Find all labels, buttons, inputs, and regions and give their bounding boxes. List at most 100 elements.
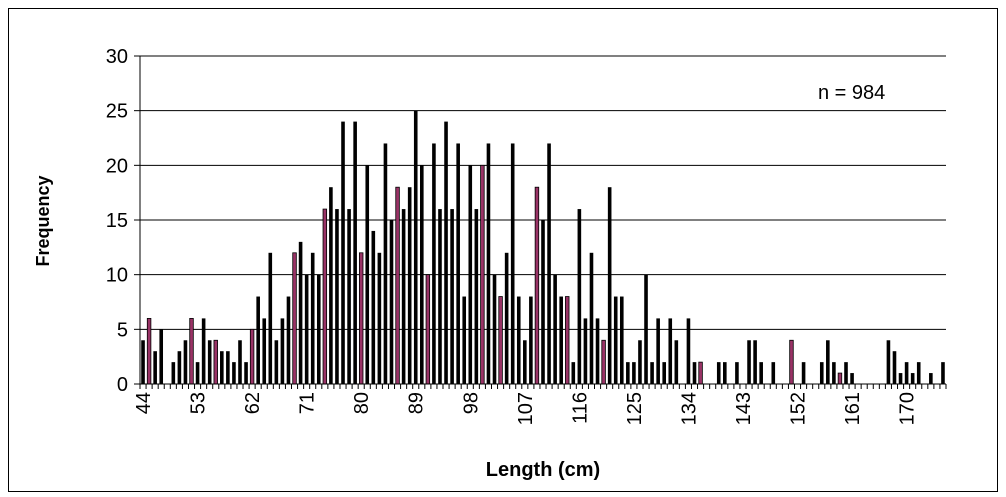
- bar: [716, 362, 721, 384]
- bar: [438, 209, 442, 384]
- bar: [389, 220, 394, 384]
- bar-highlight: [249, 328, 255, 385]
- bar: [468, 165, 473, 384]
- bar: [171, 362, 176, 384]
- bar: [529, 296, 533, 384]
- bar: [553, 274, 557, 384]
- bar: [341, 121, 345, 384]
- bar: [559, 296, 563, 384]
- x-tick-label: 71: [297, 392, 319, 414]
- bar: [304, 274, 309, 384]
- y-axis-label: Frequency: [33, 175, 53, 266]
- bar: [419, 165, 424, 384]
- bar: [747, 340, 751, 384]
- bar-highlight: [425, 274, 431, 385]
- bar: [771, 362, 776, 384]
- bar: [238, 340, 242, 384]
- bar: [910, 373, 915, 384]
- bar: [735, 362, 739, 384]
- bar: [377, 252, 382, 384]
- bar-highlight: [601, 339, 606, 385]
- bar-highlight: [789, 339, 794, 385]
- bar: [656, 318, 660, 384]
- bar: [207, 340, 212, 384]
- bar: [407, 187, 412, 384]
- bar: [668, 318, 673, 384]
- bar: [286, 296, 291, 384]
- annotation-n: n = 984: [818, 82, 885, 104]
- bar: [226, 351, 230, 384]
- bar-highlight: [395, 186, 400, 385]
- bar: [280, 318, 285, 384]
- bar: [371, 230, 376, 384]
- x-tick-label: 80: [351, 392, 373, 414]
- bar: [232, 362, 236, 384]
- bar: [898, 373, 903, 384]
- bar: [674, 340, 679, 384]
- bar: [456, 143, 460, 384]
- bar: [195, 362, 200, 384]
- bar: [383, 143, 388, 384]
- bar: [335, 209, 339, 384]
- bar: [450, 209, 454, 384]
- bar: [626, 362, 630, 384]
- x-tick-label: 152: [788, 392, 810, 425]
- bar: [153, 351, 157, 384]
- bar: [365, 165, 370, 384]
- bar: [329, 187, 333, 384]
- bar: [941, 362, 945, 384]
- bar: [510, 143, 515, 384]
- y-tick-label: 0: [117, 374, 128, 396]
- bar: [583, 318, 588, 384]
- bar: [607, 187, 612, 384]
- bar: [801, 362, 806, 384]
- bar: [462, 296, 467, 384]
- bar: [577, 209, 582, 384]
- bar: [929, 373, 933, 384]
- bar: [850, 373, 854, 384]
- x-tick-label: 89: [406, 392, 428, 414]
- x-tick-label: 116: [569, 392, 591, 424]
- bar: [692, 362, 697, 384]
- bars: [141, 110, 945, 385]
- bar: [613, 296, 618, 384]
- outer-border: [8, 8, 998, 492]
- bar: [650, 362, 654, 384]
- bar: [256, 296, 260, 384]
- x-tick-label: 170: [897, 392, 919, 425]
- bar: [486, 143, 491, 384]
- bar: [413, 110, 418, 385]
- bar: [759, 362, 763, 384]
- bar: [474, 209, 479, 384]
- y-tick-label: 10: [106, 265, 128, 287]
- bar: [619, 296, 624, 384]
- bar-highlight: [480, 164, 485, 385]
- bar: [571, 362, 576, 384]
- bar: [541, 220, 545, 384]
- bar-highlight: [534, 186, 540, 385]
- x-tick-label: 44: [133, 392, 155, 414]
- bar-highlight: [189, 317, 194, 385]
- bar: [401, 209, 406, 384]
- bar-highlight: [498, 296, 503, 385]
- bar: [159, 329, 164, 384]
- bar-highlight: [322, 208, 328, 385]
- bar: [183, 340, 188, 384]
- x-axis-label: Length (cm): [486, 459, 600, 481]
- bar: [644, 274, 648, 384]
- x-tick-label: 161: [842, 392, 864, 425]
- bar: [632, 362, 636, 384]
- bar-highlight: [565, 296, 570, 385]
- gridlines: [140, 55, 946, 330]
- bar: [492, 274, 497, 384]
- bar: [589, 252, 594, 384]
- bar: [686, 318, 691, 384]
- bar: [547, 143, 551, 384]
- bar: [353, 121, 357, 384]
- bar-highlight: [146, 317, 152, 385]
- bar: [432, 143, 436, 384]
- bar: [844, 362, 848, 384]
- x-tick-label: 143: [733, 392, 755, 425]
- bar: [753, 340, 757, 384]
